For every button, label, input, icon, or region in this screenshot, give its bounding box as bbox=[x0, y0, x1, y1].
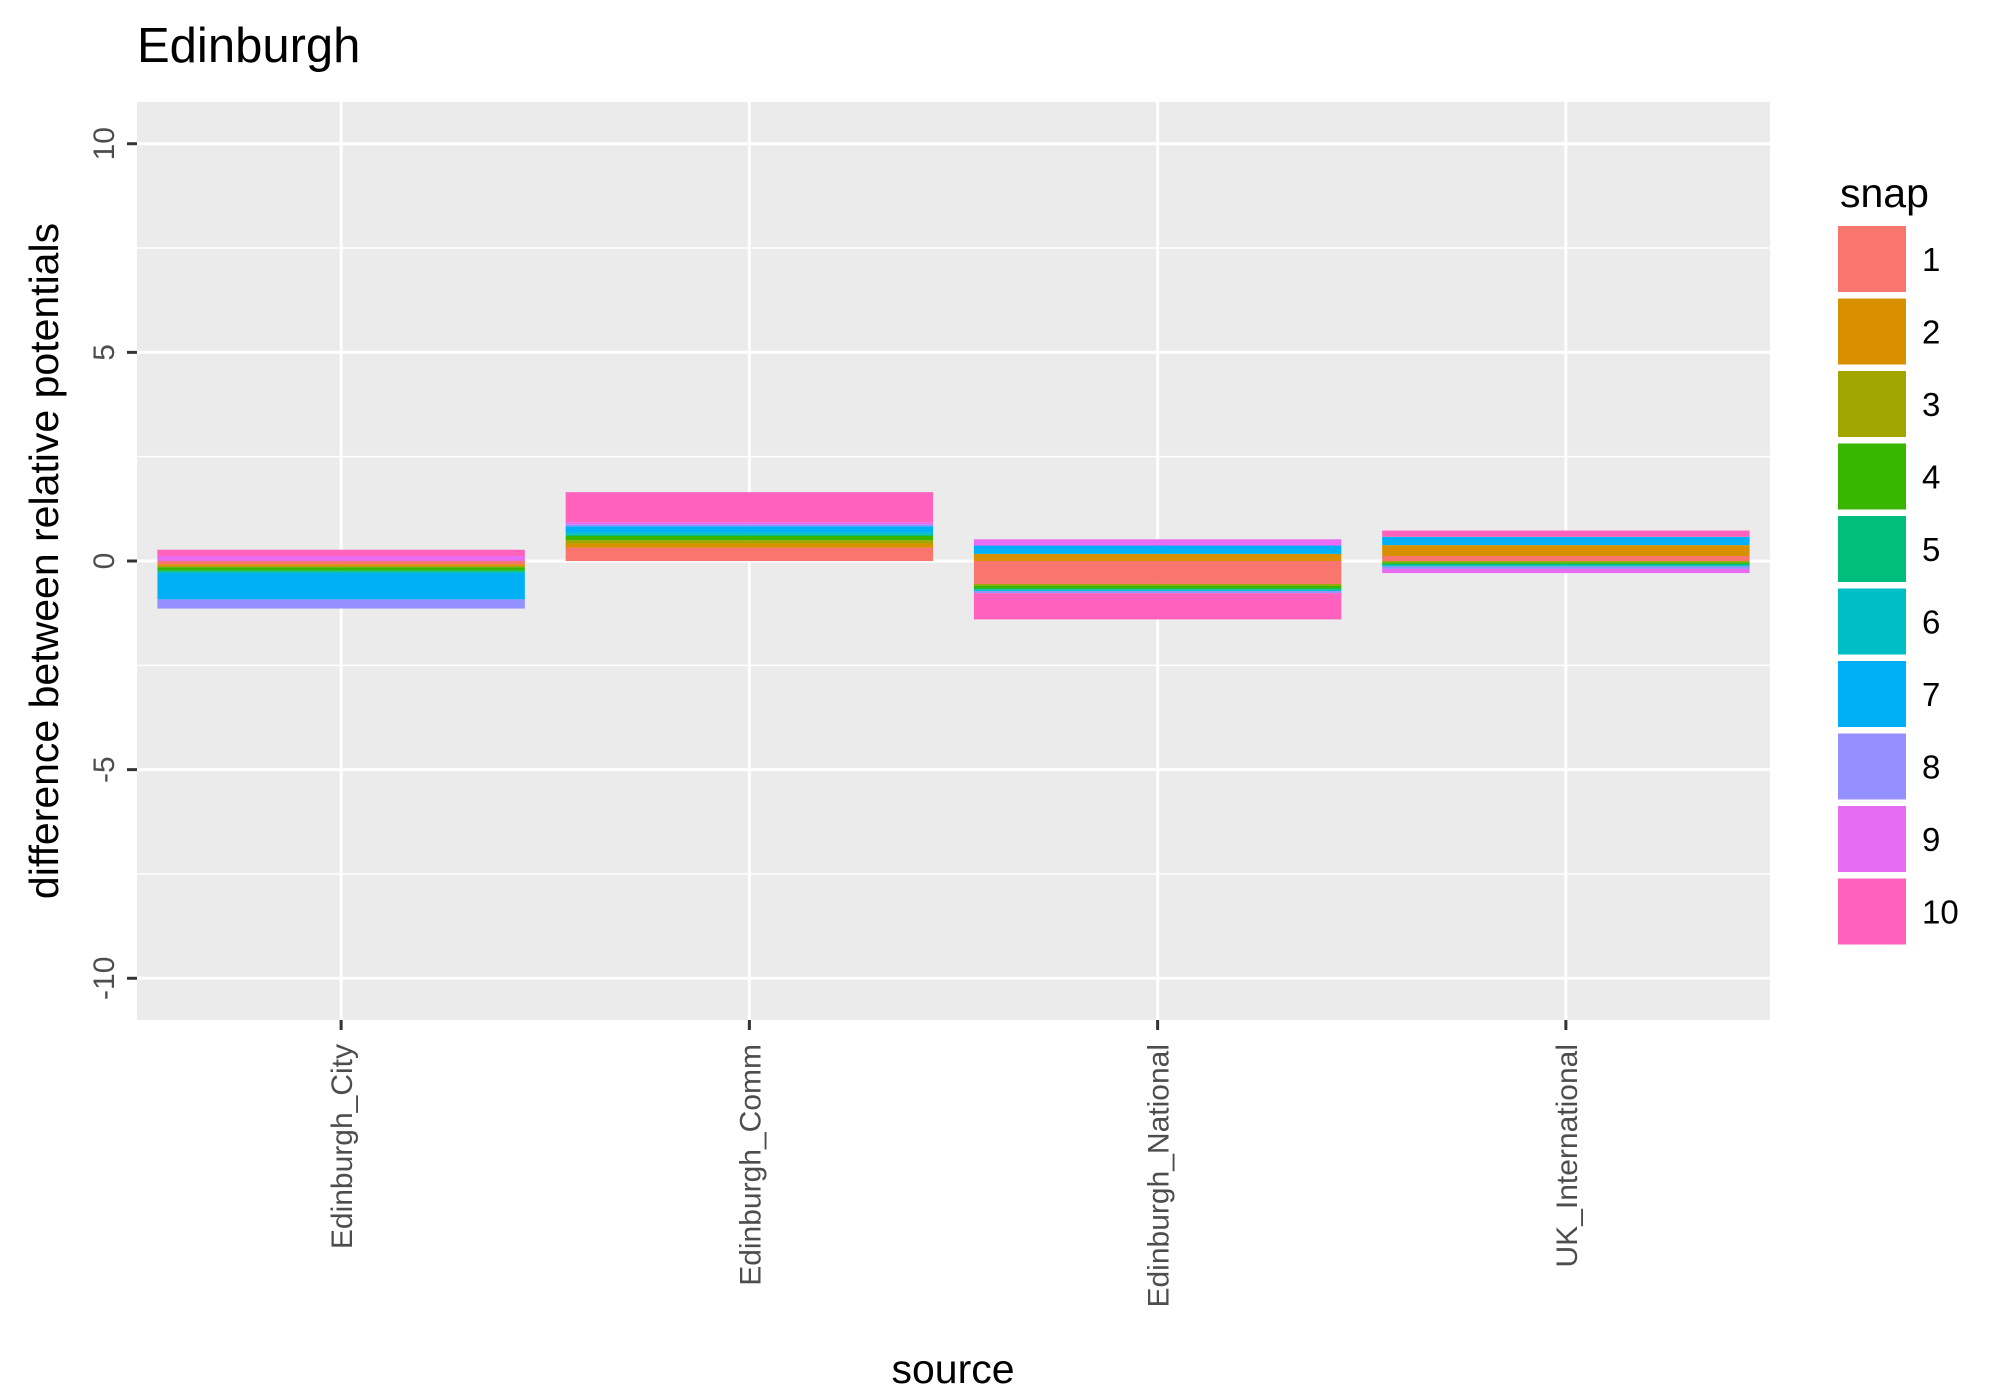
bar-segment-Edinburgh_Comm-snap-2 bbox=[565, 543, 934, 548]
bar-segment-UK_International-snap-5 bbox=[1382, 563, 1750, 566]
legend-label-2: 2 bbox=[1922, 314, 1940, 351]
y-axis: -10 -5 0 5 10 bbox=[88, 127, 137, 1000]
bar-segment-Edinburgh_National-snap-4 bbox=[973, 585, 1342, 589]
bar-segment-UK_International-snap-1 bbox=[1382, 555, 1750, 561]
legend-key-8 bbox=[1838, 733, 1906, 800]
legend-label-4: 4 bbox=[1922, 459, 1940, 496]
y-axis-title: difference between relative potentials bbox=[21, 223, 67, 899]
bar-segment-UK_International-snap-2 bbox=[1382, 545, 1750, 556]
legend-label-6: 6 bbox=[1922, 604, 1940, 641]
legend-key-5 bbox=[1838, 516, 1906, 582]
bar-segment-Edinburgh_Comm-snap-6 bbox=[565, 532, 934, 535]
bar-segment-Edinburgh_City-snap-9 bbox=[157, 555, 525, 561]
bar-segment-Edinburgh_National-snap-5 bbox=[973, 588, 1342, 590]
y-tick-label: 0 bbox=[88, 553, 121, 570]
bar-segment-Edinburgh_National-snap-10 bbox=[973, 593, 1342, 620]
bar-segment-Edinburgh_Comm-snap-9 bbox=[565, 522, 934, 525]
bar-segment-Edinburgh_City-snap-4 bbox=[157, 567, 525, 571]
bar-segment-Edinburgh_Comm-snap-5 bbox=[565, 534, 934, 536]
legend-title: snap bbox=[1840, 170, 1929, 216]
bar-segment-UK_International-snap-4 bbox=[1382, 562, 1750, 564]
x-axis: Edinburgh_City Edinburgh_Comm Edinburgh_Na… bbox=[326, 1020, 1584, 1308]
bar-segment-Edinburgh_National-snap-3 bbox=[973, 583, 1342, 586]
bar-segment-Edinburgh_Comm-snap-10 bbox=[565, 492, 934, 523]
legend-key-6 bbox=[1838, 588, 1906, 655]
legend: snap 1 2 3 4 5 6 7 8 9 10 bbox=[1838, 170, 1959, 945]
legend-label-7: 7 bbox=[1922, 676, 1940, 713]
bar-segment-Edinburgh_Comm-snap-4 bbox=[565, 535, 934, 541]
x-tick-label: Edinburgh_Comm bbox=[734, 1044, 767, 1286]
legend-label-3: 3 bbox=[1922, 386, 1940, 423]
legend-key-9 bbox=[1838, 806, 1906, 872]
bar-segment-Edinburgh_City-snap-8 bbox=[157, 599, 525, 609]
bar-segment-UK_International-snap-6 bbox=[1382, 565, 1750, 567]
legend-key-10 bbox=[1838, 878, 1906, 945]
legend-key-4 bbox=[1838, 443, 1906, 510]
legend-label-8: 8 bbox=[1922, 749, 1940, 786]
legend-key-7 bbox=[1838, 661, 1906, 727]
legend-key-3 bbox=[1838, 371, 1906, 437]
y-tick-label: -5 bbox=[88, 756, 121, 783]
bar-segment-UK_International-snap-10 bbox=[1382, 530, 1750, 537]
bar-segment-UK_International-snap-7 bbox=[1382, 536, 1750, 546]
legend-label-5: 5 bbox=[1922, 531, 1940, 568]
bar-segment-Edinburgh_National-snap-1 bbox=[973, 561, 1342, 584]
grid-minor bbox=[137, 247, 1770, 875]
legend-key-2 bbox=[1838, 298, 1906, 365]
bars bbox=[157, 492, 1750, 620]
y-tick-label: 5 bbox=[88, 344, 121, 361]
legend-key-1 bbox=[1838, 226, 1906, 292]
bar-segment-Edinburgh_City-snap-1 bbox=[157, 561, 525, 565]
legend-label-10: 10 bbox=[1922, 894, 1959, 931]
y-tick-label: -10 bbox=[88, 957, 121, 1000]
bar-segment-Edinburgh_National-snap-6 bbox=[973, 589, 1342, 592]
x-axis-title: source bbox=[891, 1346, 1014, 1392]
bar-segment-Edinburgh_City-snap-2 bbox=[157, 564, 525, 567]
bar-segment-UK_International-snap-8 bbox=[1382, 566, 1750, 569]
bar-segment-Edinburgh_City-snap-10 bbox=[157, 549, 525, 556]
bar-segment-Edinburgh_Comm-snap-1 bbox=[565, 547, 934, 561]
bar-segment-Edinburgh_Comm-snap-8 bbox=[565, 524, 934, 527]
legend-label-1: 1 bbox=[1922, 241, 1940, 278]
bar-segment-Edinburgh_National-snap-8 bbox=[973, 591, 1342, 594]
bar-segment-Edinburgh_National-snap-2 bbox=[973, 553, 1342, 561]
x-tick-label: UK_International bbox=[1551, 1044, 1584, 1267]
bar-segment-Edinburgh_City-snap-6 bbox=[157, 571, 525, 574]
x-tick-label: Edinburgh_City bbox=[326, 1044, 359, 1249]
x-tick-label: Edinburgh_National bbox=[1143, 1044, 1176, 1308]
bar-segment-Edinburgh_National-snap-7 bbox=[973, 545, 1342, 554]
bar-segment-Edinburgh_City-snap-5 bbox=[157, 570, 525, 572]
y-tick-label: 10 bbox=[88, 127, 121, 160]
chart-title: Edinburgh bbox=[137, 19, 360, 73]
legend-label-9: 9 bbox=[1922, 821, 1940, 858]
bar-segment-Edinburgh_Comm-snap-3 bbox=[565, 540, 934, 544]
bar-segment-Edinburgh_Comm-snap-7 bbox=[565, 526, 934, 533]
bar-segment-UK_International-snap-9 bbox=[1382, 568, 1750, 574]
bar-segment-Edinburgh_National-snap-9 bbox=[973, 539, 1342, 546]
bar-segment-UK_International-snap-3 bbox=[1382, 561, 1750, 563]
bar-segment-Edinburgh_City-snap-3 bbox=[157, 566, 525, 568]
bar-segment-Edinburgh_City-snap-7 bbox=[157, 573, 525, 600]
